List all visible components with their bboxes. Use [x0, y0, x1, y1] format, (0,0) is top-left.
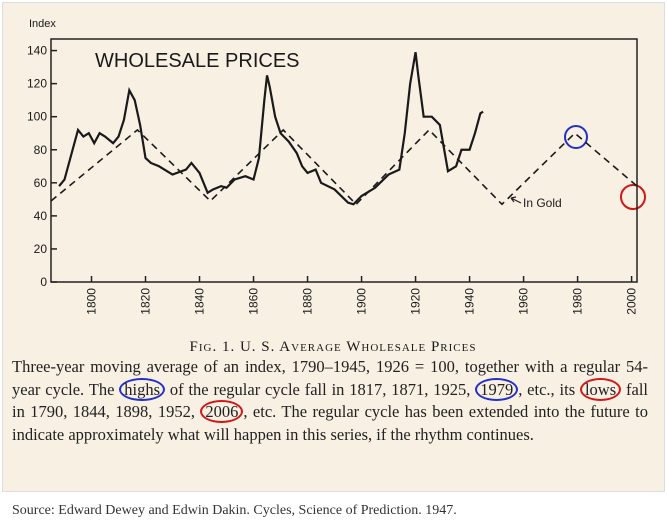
circled-text: highs [119, 377, 166, 401]
y-tick-label: 100 [27, 110, 47, 124]
plot-frame [50, 38, 638, 283]
circled-text: 1979 [475, 377, 519, 401]
text: Three-year moving average of an index, 1… [12, 357, 648, 399]
scan: Index WHOLESALE PRICES Fig. 1. U. S. Ave… [2, 2, 665, 492]
x-tick-label: 1860 [247, 288, 261, 315]
text: , etc. The regular cycle has been extend… [12, 402, 648, 444]
annotation-arrow [510, 196, 522, 204]
y-tick-label: 60 [34, 176, 48, 190]
y-tick-label: 40 [34, 209, 48, 223]
circled-text: 2006 [200, 400, 244, 423]
chart: Index WHOLESALE PRICES Fig. 1. U. S. Ave… [27, 18, 646, 353]
index-line [58, 52, 484, 206]
x-tick-label: 2000 [625, 288, 639, 315]
x-tick-label: 1920 [409, 288, 423, 315]
highlight-circle [564, 125, 588, 149]
source: Source: Edward Dewey and Edwin Dakin. Cy… [12, 503, 457, 518]
paragraph: Three-year moving average of an index, 1… [12, 356, 648, 446]
x-tick-label: 1840 [193, 288, 207, 315]
x-tick-label: 1820 [139, 288, 153, 315]
y-axis-label: Index [29, 18, 56, 30]
x-tick-label: 1900 [355, 288, 369, 315]
x-tick-label: 1980 [571, 288, 585, 315]
text: fall in 1790, 1844, 1898, 1952, [12, 379, 648, 422]
caption: Fig. 1. U. S. Average Wholesale Prices [190, 339, 477, 353]
text: of the regular cycle fall in 1817, 1871,… [165, 379, 476, 399]
cycle-line [50, 128, 638, 206]
x-tick-label: 1880 [301, 288, 315, 315]
x-tick-label: 1800 [85, 288, 99, 315]
y-tick-label: 120 [27, 77, 47, 91]
annotation: In Gold [523, 196, 562, 210]
chart-title: WHOLESALE PRICES [95, 50, 300, 72]
y-tick-label: 20 [34, 242, 48, 256]
text: , etc., its [518, 379, 580, 399]
x-tick-label: 1940 [463, 288, 477, 315]
highlight-circle [620, 184, 646, 210]
x-tick-label: 1960 [517, 288, 531, 315]
y-tick-label: 80 [34, 143, 48, 157]
circled-text: lows [579, 377, 622, 401]
y-tick-label: 140 [27, 44, 47, 58]
y-tick-label: 0 [40, 275, 47, 289]
